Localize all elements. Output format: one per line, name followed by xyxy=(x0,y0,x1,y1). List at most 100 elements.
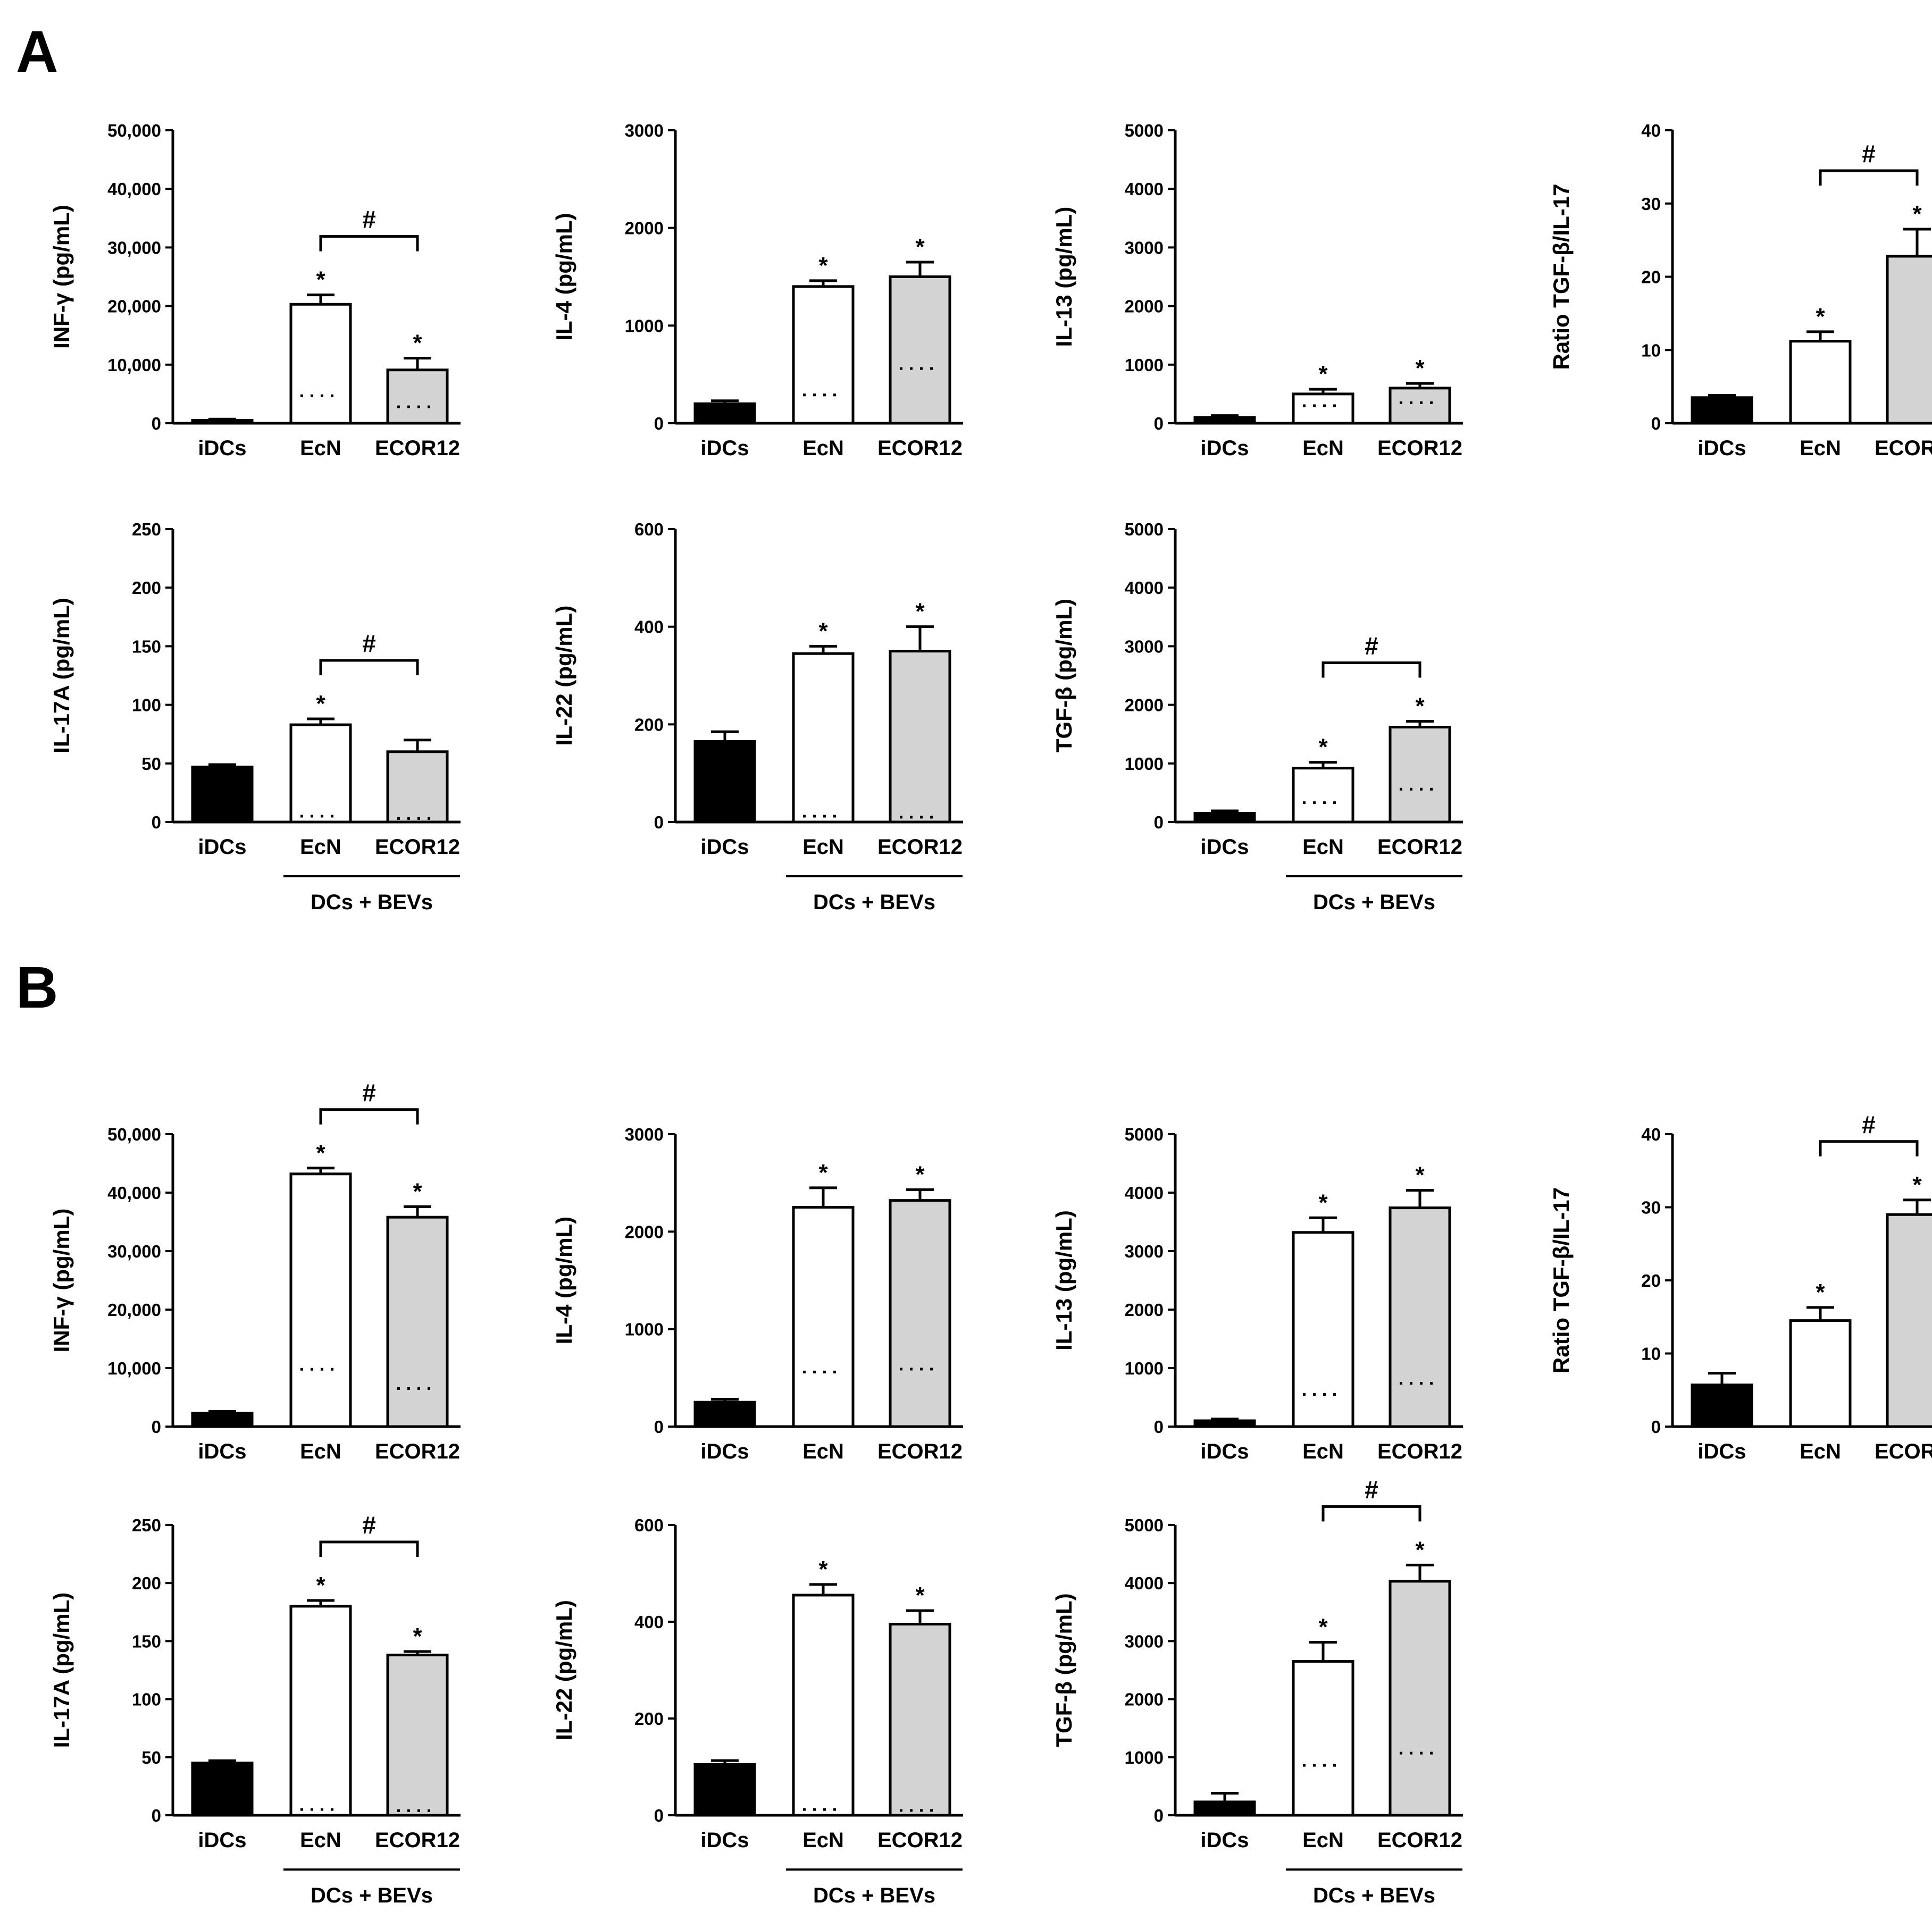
y-tick-label: 200 xyxy=(634,715,664,734)
significance-star: * xyxy=(915,1162,925,1188)
category-label-idcs: iDCs xyxy=(198,1440,246,1463)
y-tick-label: 0 xyxy=(1154,1806,1164,1825)
y-tick-label: 40,000 xyxy=(107,179,161,199)
category-label-idcs: iDCs xyxy=(198,1829,246,1852)
category-label-ecor12: ECOR12 xyxy=(1377,437,1462,460)
bar-ecor12 xyxy=(1389,1206,1451,1428)
significance-star: * xyxy=(818,618,828,644)
bar-ecn xyxy=(1292,1660,1354,1817)
y-tick-label: 50 xyxy=(141,754,161,774)
y-axis-label: TGF-β (pg/mL) xyxy=(1051,1593,1076,1747)
y-tick-label: 100 xyxy=(132,1690,161,1709)
y-tick-label: 30 xyxy=(1641,1198,1661,1218)
significance-hash: # xyxy=(1862,140,1876,167)
bar-idcs xyxy=(1193,1800,1256,1817)
category-label-ecn: EcN xyxy=(1800,1440,1841,1463)
significance-star: * xyxy=(1415,1162,1425,1188)
bar-ecn xyxy=(1292,392,1354,425)
y-tick-label: 0 xyxy=(152,812,161,832)
group-label: DCs + BEVs xyxy=(1313,1884,1435,1907)
y-tick-label: 0 xyxy=(152,1417,161,1437)
category-label-ecn: EcN xyxy=(1800,437,1841,460)
y-axis-label: IL-22 (pg/mL) xyxy=(551,606,576,746)
y-tick-label: 400 xyxy=(634,617,664,637)
category-label-ecor12: ECOR12 xyxy=(877,1829,963,1852)
chart-il-17a-pg-ml: 0 50 100 150 200 250 IL-17A (pg/mL) iDCs * EcN * EC… xyxy=(49,1511,461,1907)
y-tick-label: 1000 xyxy=(625,1320,664,1339)
bar-ecn xyxy=(289,1172,352,1428)
y-tick-label: 50 xyxy=(141,1748,161,1767)
y-tick-label: 10,000 xyxy=(107,355,161,375)
bar-idcs xyxy=(693,1763,756,1817)
y-axis-label: IL-17A (pg/mL) xyxy=(49,598,74,753)
significance-star: * xyxy=(316,691,325,717)
y-axis-label: TGF-β (pg/mL) xyxy=(1051,599,1076,752)
bar-idcs xyxy=(191,1412,254,1428)
bar-ecn xyxy=(1789,1319,1852,1428)
significance-star: * xyxy=(1415,1537,1425,1563)
significance-star: * xyxy=(316,1140,325,1166)
bar-ecor12 xyxy=(1389,387,1451,425)
bar-ecor12 xyxy=(386,1216,449,1428)
y-tick-label: 20,000 xyxy=(107,1300,161,1320)
category-label-idcs: iDCs xyxy=(1200,835,1249,859)
panel-b: B 0 10,000 20,000 30,000 40,000 50,000 INF-γ (p… xyxy=(16,955,1932,1907)
chart-tgf-pg-ml: 0 1000 2000 3000 4000 5000 TGF-β (pg/mL) iDCs * E… xyxy=(1051,519,1463,914)
y-tick-label: 2000 xyxy=(1125,297,1164,316)
bar-ecn xyxy=(792,1594,855,1817)
y-tick-label: 0 xyxy=(152,1806,161,1825)
significance-hash: # xyxy=(362,630,376,657)
chart-il-4-pg-ml: 0 1000 2000 3000 IL-4 (pg/mL) iDCs * EcN * ECOR12 xyxy=(551,121,963,460)
y-tick-label: 0 xyxy=(654,1417,664,1437)
y-tick-label: 4000 xyxy=(1125,1573,1164,1593)
group-label: DCs + BEVs xyxy=(311,1884,433,1907)
y-tick-label: 2000 xyxy=(1125,1690,1164,1709)
comparison-bracket xyxy=(1819,1140,1919,1156)
panel-a: A 0 10,000 20,000 30,000 40,000 50,000 INF-γ (p… xyxy=(16,19,1932,914)
category-label-ecn: EcN xyxy=(802,1829,844,1852)
y-tick-label: 40,000 xyxy=(107,1183,161,1203)
bar-ecn xyxy=(792,1206,855,1428)
category-label-ecor12: ECOR12 xyxy=(375,437,460,460)
y-tick-label: 1000 xyxy=(625,316,664,336)
y-tick-label: 1000 xyxy=(1125,754,1164,774)
significance-star: * xyxy=(413,330,422,356)
significance-hash: # xyxy=(362,206,376,233)
bar-idcs xyxy=(1193,811,1256,824)
y-axis-label: IL-4 (pg/mL) xyxy=(551,213,576,340)
y-tick-label: 200 xyxy=(132,1573,161,1593)
bar-ecor12 xyxy=(1886,1213,1932,1428)
category-label-ecn: EcN xyxy=(300,1440,341,1463)
y-tick-label: 1000 xyxy=(1125,1359,1164,1378)
significance-star: * xyxy=(1816,1279,1825,1305)
comparison-bracket xyxy=(319,1540,419,1557)
y-axis-label: IL-17A (pg/mL) xyxy=(49,1592,74,1748)
category-label-ecn: EcN xyxy=(802,1440,844,1463)
category-label-idcs: iDCs xyxy=(1697,437,1746,460)
bar-ecor12 xyxy=(386,368,449,425)
bar-idcs xyxy=(191,418,254,425)
category-label-ecor12: ECOR12 xyxy=(1377,835,1462,859)
bar-ecor12 xyxy=(1886,255,1932,425)
comparison-bracket xyxy=(1819,169,1919,186)
bar-ecor12 xyxy=(889,1623,951,1817)
y-tick-label: 150 xyxy=(132,636,161,656)
bar-idcs xyxy=(1691,396,1753,425)
group-label: DCs + BEVs xyxy=(311,891,433,914)
bar-ecn xyxy=(792,652,855,824)
y-tick-label: 20 xyxy=(1641,1271,1661,1290)
y-tick-label: 4000 xyxy=(1125,578,1164,598)
y-axis-label: Ratio TGF-β/IL-17 xyxy=(1549,184,1574,370)
bar-ecn xyxy=(1292,1231,1354,1428)
y-tick-label: 3000 xyxy=(625,1125,664,1144)
bar-ecor12 xyxy=(386,1654,449,1817)
chart-ratio-tgf-il-17: 0 10 20 30 40 Ratio TGF-β/IL-17 iDCs * EcN * ECOR1… xyxy=(1549,1111,1932,1463)
category-label-ecor12: ECOR12 xyxy=(877,1440,963,1463)
y-tick-label: 0 xyxy=(1651,1417,1661,1437)
chart-inf-pg-ml: 0 10,000 20,000 30,000 40,000 50,000 INF-γ (pg… xyxy=(49,1079,461,1463)
category-label-idcs: iDCs xyxy=(1697,1440,1746,1463)
category-label-ecn: EcN xyxy=(300,835,341,859)
y-tick-label: 5000 xyxy=(1125,1515,1164,1535)
